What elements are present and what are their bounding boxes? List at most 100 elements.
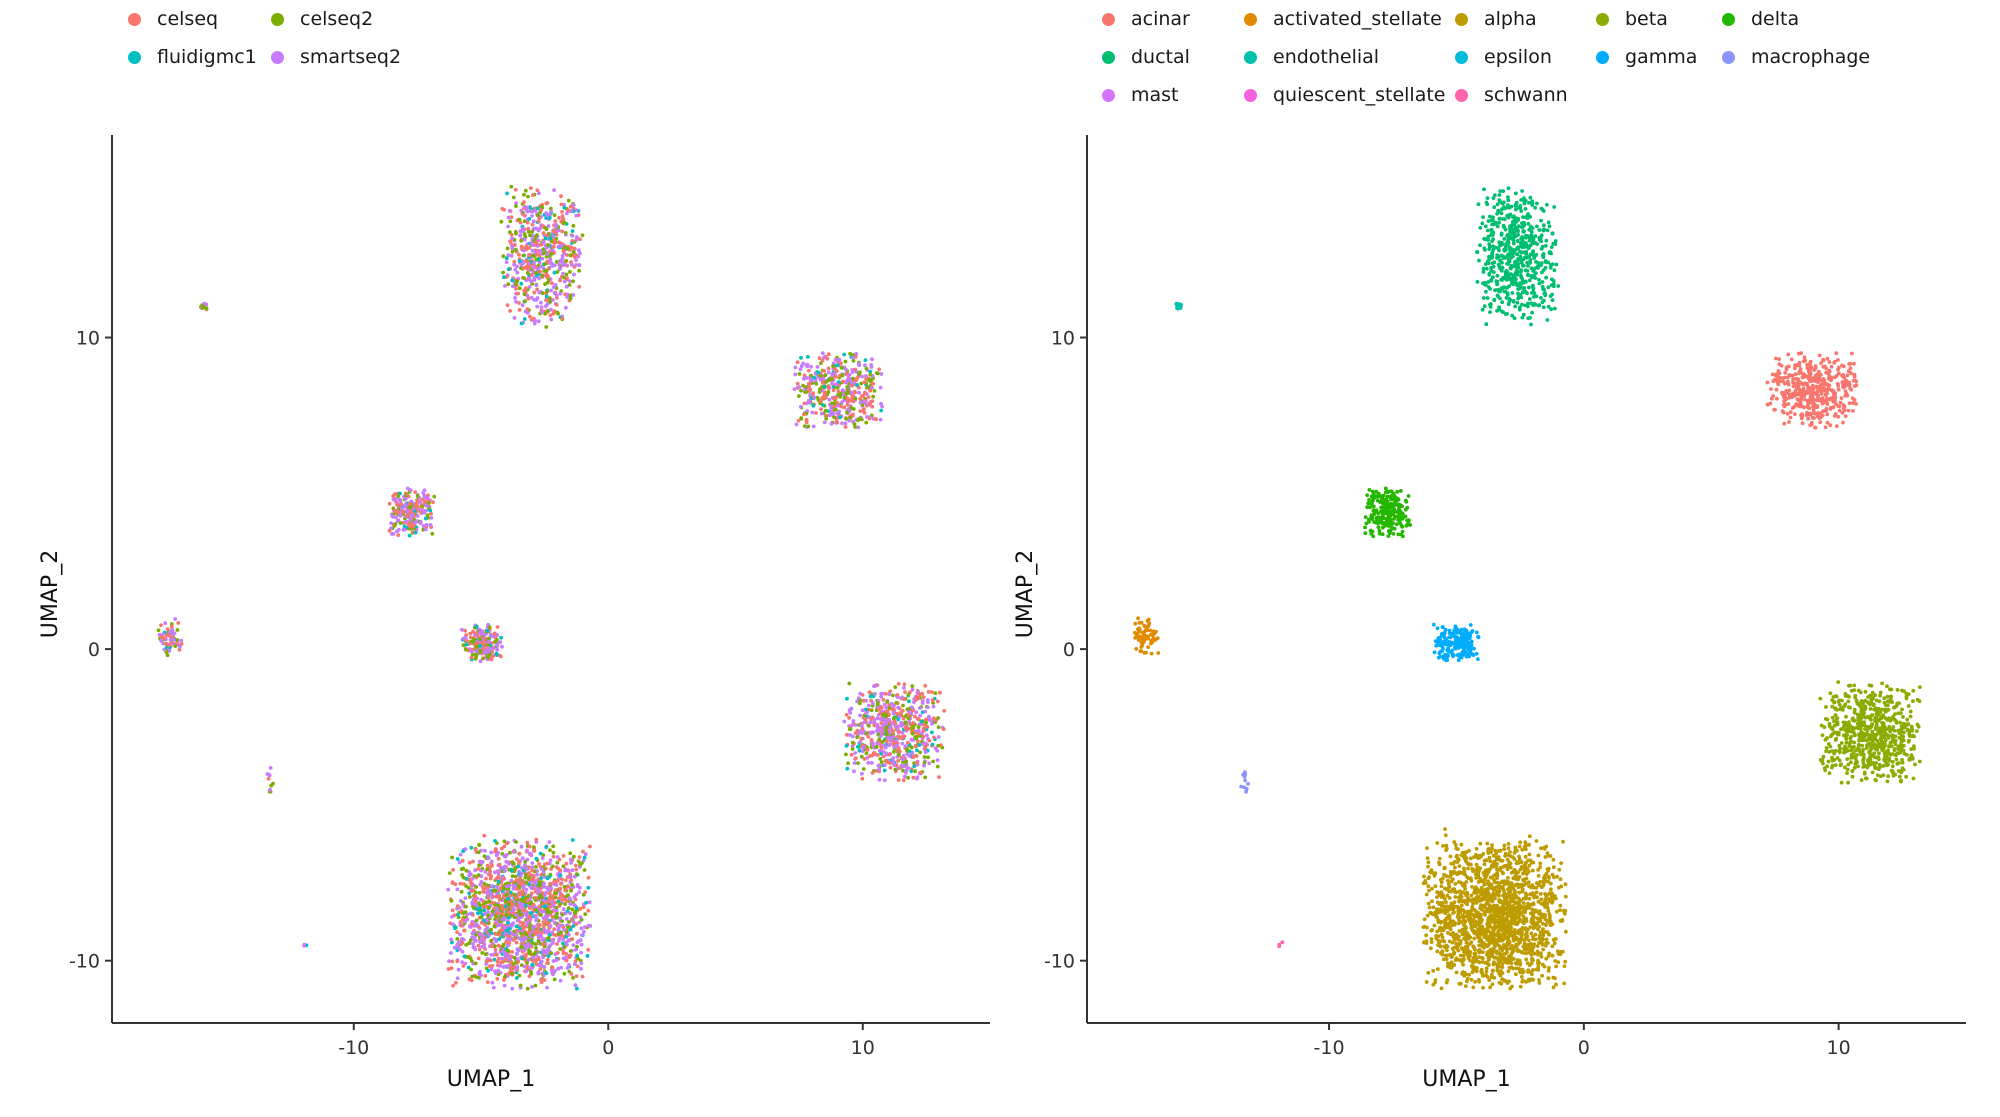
data-point bbox=[570, 233, 575, 238]
data-point bbox=[882, 778, 887, 783]
data-point bbox=[432, 494, 437, 499]
data-point bbox=[549, 317, 554, 322]
data-point bbox=[576, 859, 581, 864]
data-point bbox=[900, 730, 905, 735]
legend-label: epsilon bbox=[1484, 46, 1552, 68]
data-point bbox=[842, 352, 847, 357]
data-point bbox=[536, 924, 541, 928]
data-point bbox=[845, 766, 850, 771]
data-point bbox=[268, 787, 272, 792]
data-point bbox=[549, 209, 553, 214]
legend-swatch bbox=[128, 12, 141, 26]
legend-item: schwann bbox=[1455, 82, 1568, 108]
data-point bbox=[513, 187, 518, 192]
data-point bbox=[456, 967, 461, 972]
data-point bbox=[1448, 927, 1453, 932]
data-point bbox=[493, 849, 498, 854]
data-point bbox=[512, 955, 517, 960]
data-point bbox=[513, 933, 518, 937]
data-point bbox=[474, 975, 479, 979]
data-point bbox=[1527, 852, 1532, 857]
data-point bbox=[1472, 936, 1477, 941]
data-point bbox=[453, 926, 457, 931]
data-point bbox=[1518, 917, 1522, 922]
data-point bbox=[523, 896, 528, 900]
data-point bbox=[573, 909, 577, 914]
data-point bbox=[485, 890, 489, 895]
data-point bbox=[455, 912, 460, 917]
data-point bbox=[510, 278, 515, 283]
data-point bbox=[835, 385, 839, 390]
data-point bbox=[394, 515, 398, 520]
data-point bbox=[862, 757, 867, 761]
data-point bbox=[872, 684, 877, 688]
legend-item: epsilon bbox=[1455, 44, 1552, 70]
data-point bbox=[515, 947, 520, 952]
data-point bbox=[485, 959, 490, 964]
data-point bbox=[568, 949, 573, 953]
data-point bbox=[541, 938, 546, 942]
data-point bbox=[797, 385, 802, 389]
data-point bbox=[869, 708, 874, 713]
data-point bbox=[505, 964, 510, 968]
data-point bbox=[854, 756, 858, 761]
data-point bbox=[491, 646, 496, 650]
data-point bbox=[546, 213, 550, 218]
data-point bbox=[793, 365, 798, 370]
data-point bbox=[497, 862, 502, 867]
data-point bbox=[923, 775, 928, 780]
data-point bbox=[490, 863, 494, 868]
data-point bbox=[399, 513, 403, 518]
data-point bbox=[478, 973, 483, 977]
data-point bbox=[922, 763, 926, 768]
data-point bbox=[495, 977, 500, 981]
data-point bbox=[473, 890, 478, 895]
data-point bbox=[574, 867, 579, 872]
data-point bbox=[526, 264, 531, 269]
data-point bbox=[823, 395, 828, 400]
data-point bbox=[794, 422, 799, 427]
data-point bbox=[415, 498, 420, 503]
data-point bbox=[580, 233, 585, 238]
data-point bbox=[554, 225, 558, 229]
data-point bbox=[544, 845, 549, 850]
data-point bbox=[932, 735, 936, 740]
data-point bbox=[906, 727, 911, 731]
data-point bbox=[823, 390, 828, 395]
data-point bbox=[557, 244, 562, 249]
data-point bbox=[494, 877, 499, 881]
data-point bbox=[1555, 874, 1559, 879]
data-point bbox=[168, 637, 173, 642]
data-point bbox=[913, 714, 917, 719]
data-point bbox=[542, 928, 547, 932]
data-point bbox=[835, 403, 840, 408]
data-point bbox=[489, 657, 493, 662]
data-point bbox=[855, 728, 860, 733]
data-point bbox=[525, 271, 530, 275]
data-point bbox=[891, 693, 895, 698]
data-point bbox=[455, 943, 460, 947]
data-point bbox=[489, 944, 494, 949]
data-point bbox=[503, 974, 507, 979]
data-point bbox=[830, 401, 834, 406]
data-point bbox=[1474, 862, 1479, 867]
data-point bbox=[870, 385, 874, 390]
data-point bbox=[894, 738, 899, 743]
legend-label: acinar bbox=[1131, 8, 1190, 30]
data-point bbox=[553, 283, 558, 287]
data-point bbox=[463, 628, 467, 633]
data-point bbox=[1557, 867, 1562, 872]
data-point bbox=[935, 764, 940, 769]
data-point bbox=[529, 273, 534, 277]
data-point bbox=[482, 944, 486, 949]
data-point bbox=[799, 364, 804, 369]
data-point bbox=[502, 869, 507, 873]
data-point bbox=[884, 729, 889, 734]
data-point bbox=[808, 392, 812, 397]
data-point bbox=[565, 211, 569, 216]
data-point bbox=[477, 630, 482, 635]
data-point bbox=[518, 881, 522, 885]
data-point bbox=[418, 500, 423, 504]
data-point bbox=[834, 382, 839, 387]
data-point bbox=[570, 907, 575, 912]
